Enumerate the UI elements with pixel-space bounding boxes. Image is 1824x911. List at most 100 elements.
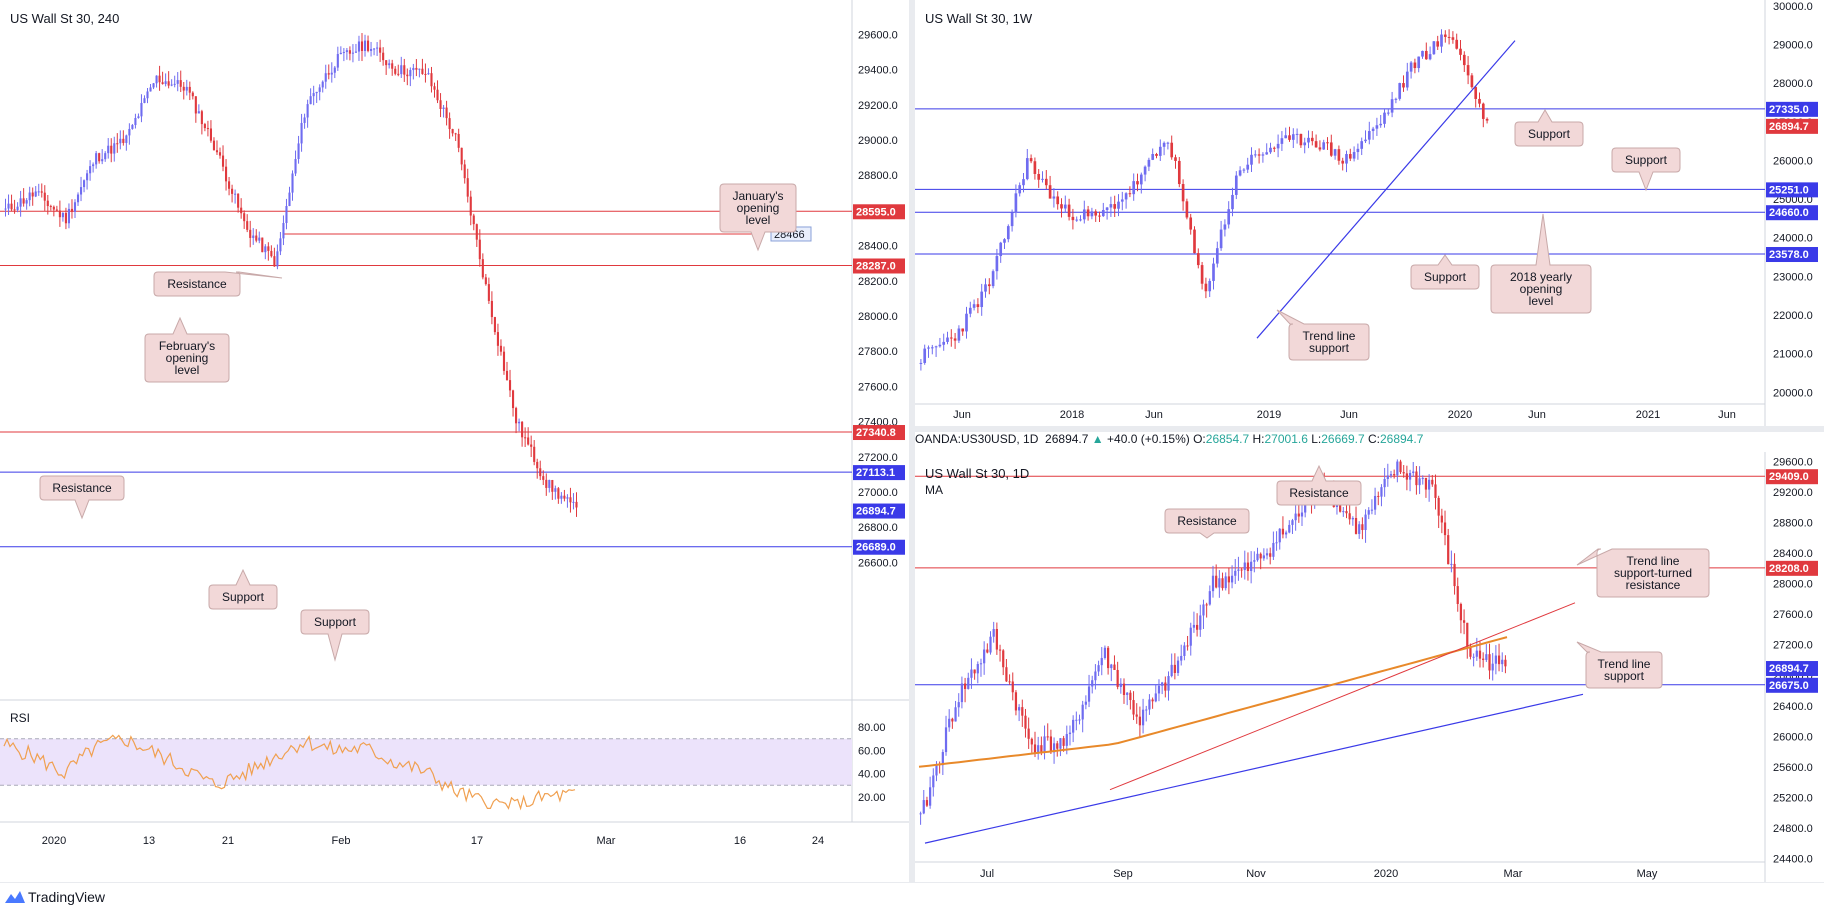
weekly-chart[interactable]: 30000.029000.028000.027000.026000.025000… (915, 0, 1824, 426)
daily-chart[interactable]: 29600.0 29200.0 28800.0 28400.0 28000.0 27600… (915, 452, 1824, 882)
weekly-candle (946, 337, 949, 342)
h4-candle (502, 351, 506, 371)
daily-candle (1119, 683, 1122, 687)
weekly-candle (1067, 204, 1071, 217)
h4-candle (376, 47, 379, 49)
daily-candle (1504, 659, 1507, 667)
daily-candle (1348, 513, 1351, 520)
h4-candle (357, 41, 361, 52)
h4-candle (496, 332, 499, 346)
h4-price-tag: 26689.0 (856, 542, 896, 554)
weekly-price-tag-bg (1766, 101, 1818, 117)
daily-candle (970, 669, 973, 678)
tradingview-logo-icon[interactable] (4, 889, 26, 905)
h4-callout-jan-open-bubble (719, 183, 797, 252)
daily-candle (1345, 511, 1348, 514)
daily-candle (1208, 591, 1211, 605)
h4-callout-resistance-2: Resistance (52, 481, 112, 495)
daily-candle (1116, 669, 1119, 687)
daily-candle (944, 727, 948, 753)
weekly-candle (1470, 75, 1474, 88)
weekly-candle (1105, 207, 1109, 210)
daily-candle (1100, 657, 1103, 666)
h4-candle (436, 89, 439, 101)
weekly-price-tag-bg (1766, 118, 1818, 134)
daily-candle (1237, 569, 1240, 571)
weekly-candle (1174, 157, 1177, 161)
daily-candle (960, 683, 964, 703)
daily-callout-trend-resist: resistance (1626, 578, 1681, 592)
h4-candle (49, 206, 52, 208)
daily-candle (1300, 512, 1304, 517)
weekly-y-tick: 28000.0 (1773, 78, 1813, 90)
daily-candle (989, 636, 992, 653)
tradingview-brand[interactable]: TradingView (28, 889, 106, 905)
h4-candle (551, 480, 554, 492)
weekly-callout-support-3-bubble (1410, 254, 1480, 290)
h4-chart-panel[interactable]: 29600.029400.029200.029000.028800.028600… (0, 0, 909, 882)
weekly-x-tick: Jun (1718, 409, 1736, 421)
daily-y-tick: 25600.0 (1773, 762, 1813, 774)
daily-chart-panel[interactable]: 29600.0 29200.0 28800.0 28400.0 28000.0 27600… (915, 452, 1824, 882)
h4-candle (297, 143, 300, 159)
daily-callout-trend-resist-bubble (1576, 548, 1710, 598)
weekly-candle (1459, 48, 1462, 55)
daily-x-tick: 2020 (1374, 868, 1398, 880)
daily-candle (1218, 578, 1221, 588)
daily-candle (1297, 513, 1300, 517)
weekly-candle (1215, 248, 1219, 264)
panel-divider-vertical[interactable] (909, 0, 915, 882)
daily-candle (1437, 497, 1440, 516)
weekly-candle (1303, 142, 1307, 146)
panel-divider-horizontal[interactable] (915, 426, 1824, 432)
h4-candle (370, 48, 373, 51)
h4-candle (563, 495, 566, 499)
h4-candle (385, 60, 388, 66)
weekly-candle (1345, 154, 1348, 164)
daily-candle (1434, 484, 1437, 498)
h4-chart[interactable]: 29600.029400.029200.029000.028800.028600… (0, 0, 909, 882)
weekly-candle (1310, 137, 1314, 142)
h4-y-tick: 29000.0 (858, 135, 898, 147)
h4-rsi-line (3, 734, 576, 811)
daily-callout-resistance-1: Resistance (1289, 486, 1349, 500)
weekly-candle (1022, 179, 1025, 186)
weekly-candle (1242, 169, 1246, 171)
daily-candle (1221, 578, 1224, 589)
h4-candle (261, 237, 264, 253)
weekly-chart-panel[interactable]: 30000.029000.028000.027000.026000.025000… (915, 0, 1824, 426)
h4-price-tag: 28287.0 (856, 260, 896, 272)
h4-candle (179, 80, 182, 87)
weekly-candle (930, 347, 934, 349)
weekly-candle (938, 344, 942, 347)
h4-candle (131, 125, 134, 129)
ohlc-high-label: H: (1252, 432, 1265, 446)
ohlc-open-label: O: (1193, 432, 1206, 446)
weekly-candle (1269, 147, 1272, 153)
h4-candle (95, 153, 98, 165)
up-arrow-icon: ▲ (1091, 432, 1104, 446)
weekly-price-tag: 24660.0 (1769, 207, 1809, 219)
weekly-callout-yearly-open: 2018 yearly (1510, 270, 1572, 284)
h4-candle (143, 98, 146, 103)
h4-candle (324, 73, 327, 82)
daily-candle (1205, 604, 1208, 606)
daily-candle (1281, 528, 1285, 535)
ohlc-low: 26669.7 (1321, 432, 1365, 446)
ohlc-low-label: L: (1311, 432, 1322, 446)
daily-candle (1040, 745, 1043, 752)
h4-candle (536, 461, 539, 469)
daily-candle (1211, 575, 1215, 592)
daily-candle (1030, 738, 1033, 745)
daily-candle (986, 649, 989, 653)
daily-candle (1043, 736, 1046, 752)
daily-candle (1068, 732, 1072, 735)
weekly-candle (1098, 215, 1101, 217)
weekly-candle (1079, 219, 1082, 221)
h4-candle (303, 117, 306, 123)
weekly-candle (1052, 196, 1056, 199)
daily-candle (922, 800, 925, 814)
weekly-candle (1390, 99, 1394, 113)
daily-candle (1072, 719, 1075, 733)
h4-candle (231, 188, 234, 194)
